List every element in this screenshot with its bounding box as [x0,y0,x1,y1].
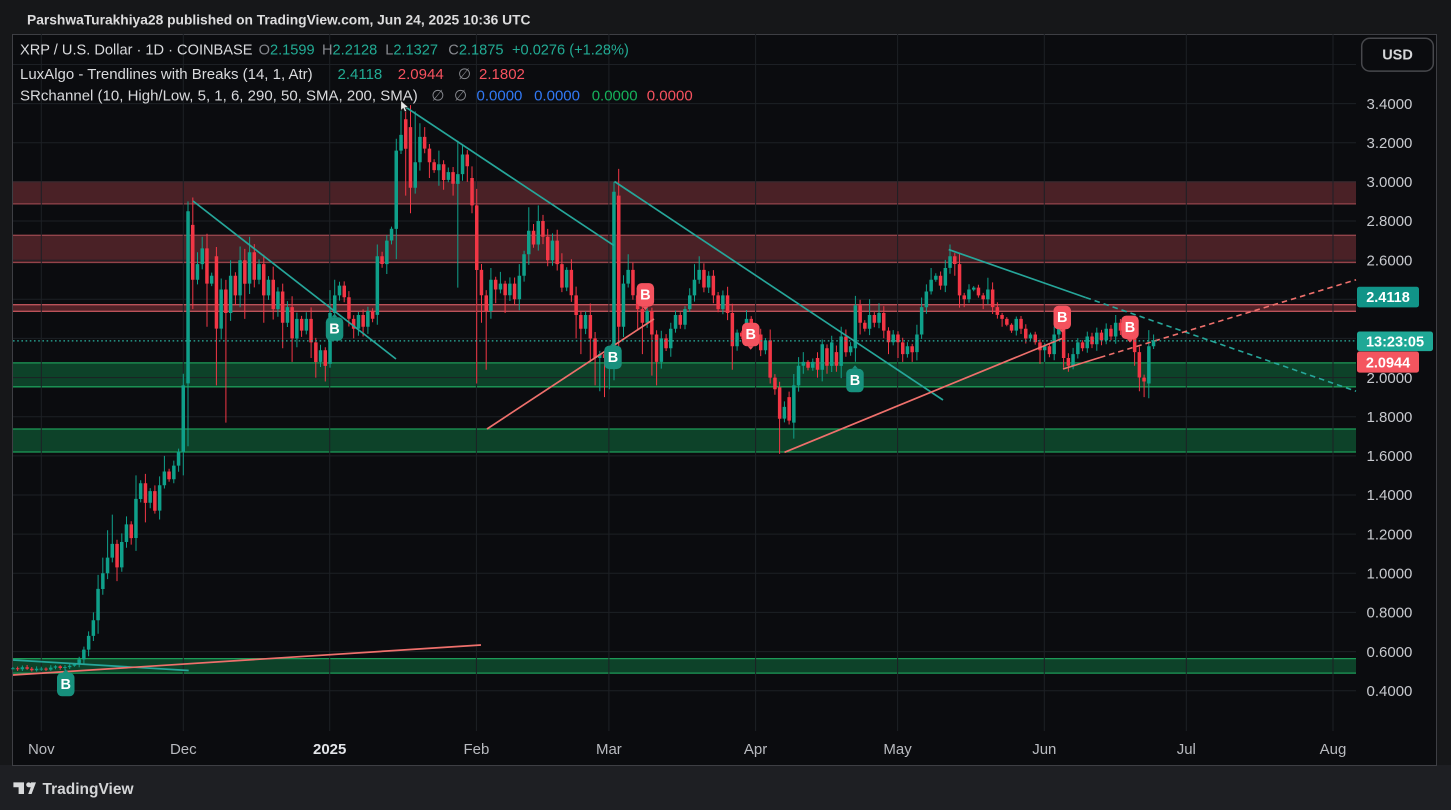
svg-text:XRP / U.S. Dollar · 1D · COINB: XRP / U.S. Dollar · 1D · COINBASE O2.1599… [20,42,629,58]
svg-text:2.6000: 2.6000 [1367,252,1413,269]
svg-text:B: B [60,677,70,693]
svg-text:3.0000: 3.0000 [1367,174,1413,191]
svg-text:B: B [745,327,755,343]
svg-text:Jun: Jun [1032,741,1056,758]
svg-text:Dec: Dec [170,741,197,758]
svg-text:1.4000: 1.4000 [1367,487,1413,504]
svg-text:TradingView: TradingView [43,781,135,798]
svg-text:0.6000: 0.6000 [1367,644,1413,661]
svg-text:0.8000: 0.8000 [1367,605,1413,622]
svg-text:2.0944: 2.0944 [1366,356,1410,372]
svg-text:2.4118: 2.4118 [1366,290,1410,306]
svg-text:3.2000: 3.2000 [1367,135,1413,152]
svg-text:Mar: Mar [596,741,622,758]
svg-text:Aug: Aug [1320,741,1347,758]
svg-text:Jul: Jul [1177,741,1196,758]
svg-text:0.4000: 0.4000 [1367,683,1413,700]
svg-text:B: B [850,373,860,389]
svg-text:2.0000: 2.0000 [1367,370,1413,387]
svg-text:3.4000: 3.4000 [1367,96,1413,113]
svg-text:B: B [608,350,618,366]
svg-text:1.6000: 1.6000 [1367,448,1413,465]
svg-text:B: B [1057,310,1067,326]
svg-text:1.8000: 1.8000 [1367,409,1413,426]
svg-text:USD: USD [1382,48,1413,64]
svg-text:1.2000: 1.2000 [1367,526,1413,543]
svg-text:B: B [329,322,339,338]
svg-text:13:23:05: 13:23:05 [1366,334,1424,350]
svg-text:LuxAlgo - Trendlines with Brea: LuxAlgo - Trendlines with Breaks (14, 1,… [20,66,525,83]
svg-text:May: May [883,741,912,758]
svg-text:2025: 2025 [313,741,346,758]
svg-text:B: B [1125,320,1135,336]
svg-text:ParshwaTurakhiya28 published o: ParshwaTurakhiya28 published on TradingV… [27,13,531,28]
svg-text:Nov: Nov [28,741,55,758]
svg-text:2.8000: 2.8000 [1367,213,1413,230]
svg-text:Apr: Apr [744,741,767,758]
svg-text:Feb: Feb [463,741,489,758]
svg-text:B: B [640,287,650,303]
svg-text:1.0000: 1.0000 [1367,566,1413,583]
svg-text:SRchannel (10, High/Low, 5, 1,: SRchannel (10, High/Low, 5, 1, 6, 290, 5… [20,88,693,105]
